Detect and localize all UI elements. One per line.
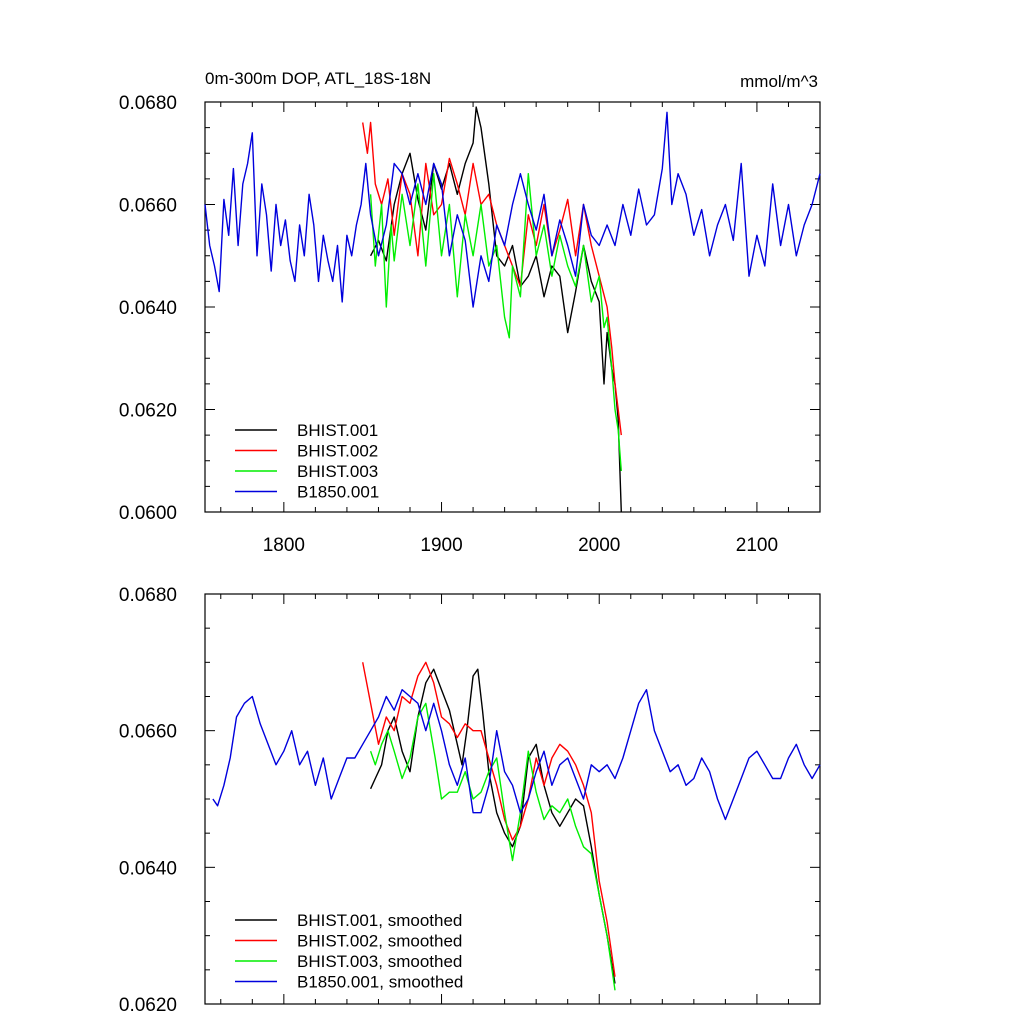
- legend-label: BHIST.003, smoothed: [297, 952, 462, 971]
- series-line: [369, 702, 616, 991]
- panel-title: 0m-300m DOP, ATL_18S-18N: [205, 69, 431, 88]
- x-tick-label: 2000: [578, 535, 620, 556]
- axes: 1800 1900 2000 2100 0.0600 0.0620 0.0640 0.0660…: [119, 93, 821, 556]
- legend-label: B1850.001, smoothed: [297, 973, 463, 992]
- units-label: mmol/m^3: [740, 72, 818, 91]
- axes: 0.0620 0.0640 0.0660 0.0680: [119, 585, 821, 1016]
- x-tick-label: 1800: [263, 535, 305, 556]
- y-tick-label: 0.0600: [119, 503, 177, 524]
- y-tick-label: 0.0660: [119, 722, 177, 743]
- legend-label: BHIST.003: [297, 462, 378, 481]
- y-tick-label: 0.0620: [119, 995, 177, 1016]
- y-tick-label: 0.0660: [119, 196, 177, 217]
- series-lines: [204, 106, 821, 513]
- series-lines: [212, 661, 821, 991]
- series-line: [204, 111, 821, 308]
- legend-label: BHIST.001, smoothed: [297, 911, 462, 930]
- legend-label: BHIST.002, smoothed: [297, 932, 462, 951]
- y-tick-label: 0.0620: [119, 401, 177, 422]
- legend-label: B1850.001: [297, 483, 379, 502]
- series-line: [362, 121, 622, 436]
- series-line: [212, 689, 821, 821]
- legend-label: BHIST.002: [297, 442, 378, 461]
- y-tick-label: 0.0680: [119, 93, 177, 114]
- panel-top: 0m-300m DOP, ATL_18S-18N mmol/m^3 1800 19…: [119, 69, 821, 556]
- legend-label: BHIST.001: [297, 421, 378, 440]
- series-line: [362, 661, 616, 977]
- panel-bottom: 0.0620 0.0640 0.0660 0.0680 BHIST.001, smoo…: [119, 585, 821, 1016]
- legend: BHIST.001, smoothed BHIST.002, smoothedBH…: [235, 911, 463, 992]
- y-tick-label: 0.0640: [119, 298, 177, 319]
- series-line: [369, 173, 622, 472]
- x-tick-label: 1900: [420, 535, 462, 556]
- y-tick-label: 0.0680: [119, 585, 177, 606]
- series-line: [369, 106, 622, 513]
- y-tick-label: 0.0640: [119, 858, 177, 879]
- x-tick-label: 2100: [736, 535, 778, 556]
